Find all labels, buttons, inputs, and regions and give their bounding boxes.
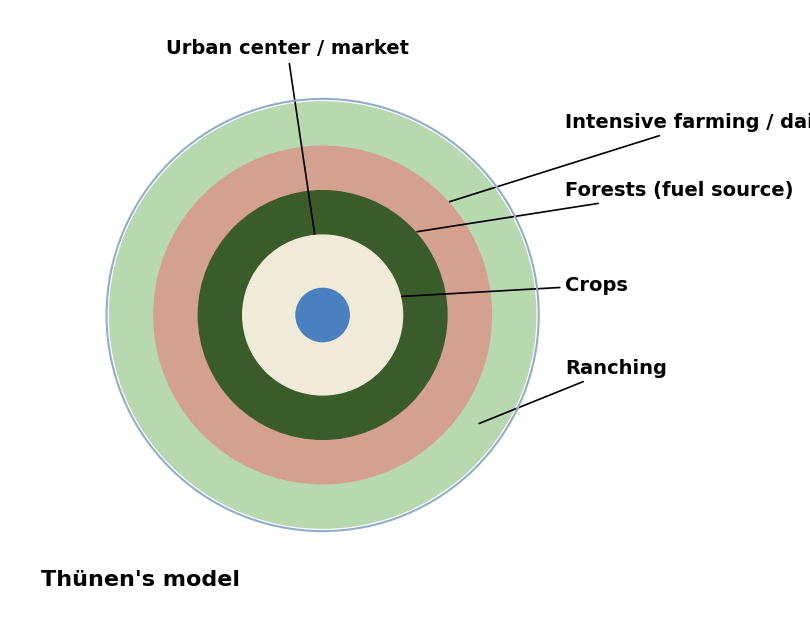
- Text: Thünen's model: Thünen's model: [41, 570, 241, 590]
- Circle shape: [296, 289, 349, 341]
- Circle shape: [198, 191, 447, 439]
- Text: Crops: Crops: [390, 276, 629, 297]
- Circle shape: [109, 102, 535, 528]
- Text: Intensive farming / dairy: Intensive farming / dairy: [450, 113, 810, 202]
- Circle shape: [154, 146, 492, 484]
- Text: Forests (fuel source): Forests (fuel source): [417, 181, 794, 232]
- Circle shape: [243, 235, 403, 395]
- Text: Ranching: Ranching: [480, 359, 667, 423]
- Text: Urban center / market: Urban center / market: [165, 39, 408, 285]
